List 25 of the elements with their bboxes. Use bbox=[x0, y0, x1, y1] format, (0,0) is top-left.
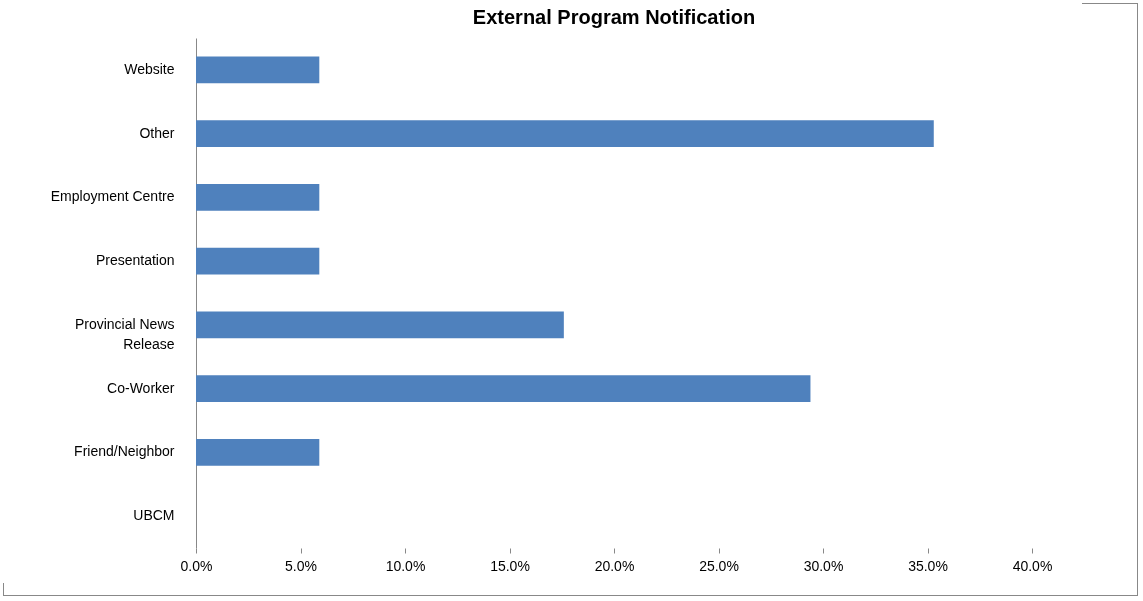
x-tick-label: 5.0% bbox=[285, 557, 317, 574]
x-tick-label: 15.0% bbox=[490, 557, 530, 574]
bar bbox=[196, 183, 320, 211]
y-tick-label: Employment Centre bbox=[50, 188, 175, 205]
y-tick-label: Provincial News Release bbox=[74, 315, 175, 352]
x-tick-label: 10.0% bbox=[385, 557, 426, 574]
chart-title: External Program Notification bbox=[472, 6, 756, 28]
x-tick-label: 0.0% bbox=[180, 557, 213, 574]
bar bbox=[196, 311, 564, 339]
x-tick-label: 25.0% bbox=[699, 557, 739, 574]
y-tick-label: UBCM bbox=[133, 507, 175, 524]
y-tick-label: Website bbox=[124, 60, 175, 77]
bar bbox=[196, 375, 811, 403]
x-tick-label: 30.0% bbox=[803, 557, 844, 574]
y-tick-label: Presentation bbox=[95, 252, 175, 269]
y-tick-label: Other bbox=[139, 124, 175, 141]
bar bbox=[196, 56, 320, 84]
bar bbox=[196, 438, 320, 466]
y-tick-label: Co-Worker bbox=[107, 379, 175, 396]
bar bbox=[196, 247, 320, 275]
bar bbox=[196, 120, 934, 148]
x-tick-label: 20.0% bbox=[594, 557, 635, 574]
x-tick-label: 40.0% bbox=[1012, 557, 1053, 574]
y-tick-label: Friend/Neighbor bbox=[74, 443, 175, 460]
x-tick-label: 35.0% bbox=[908, 557, 948, 574]
